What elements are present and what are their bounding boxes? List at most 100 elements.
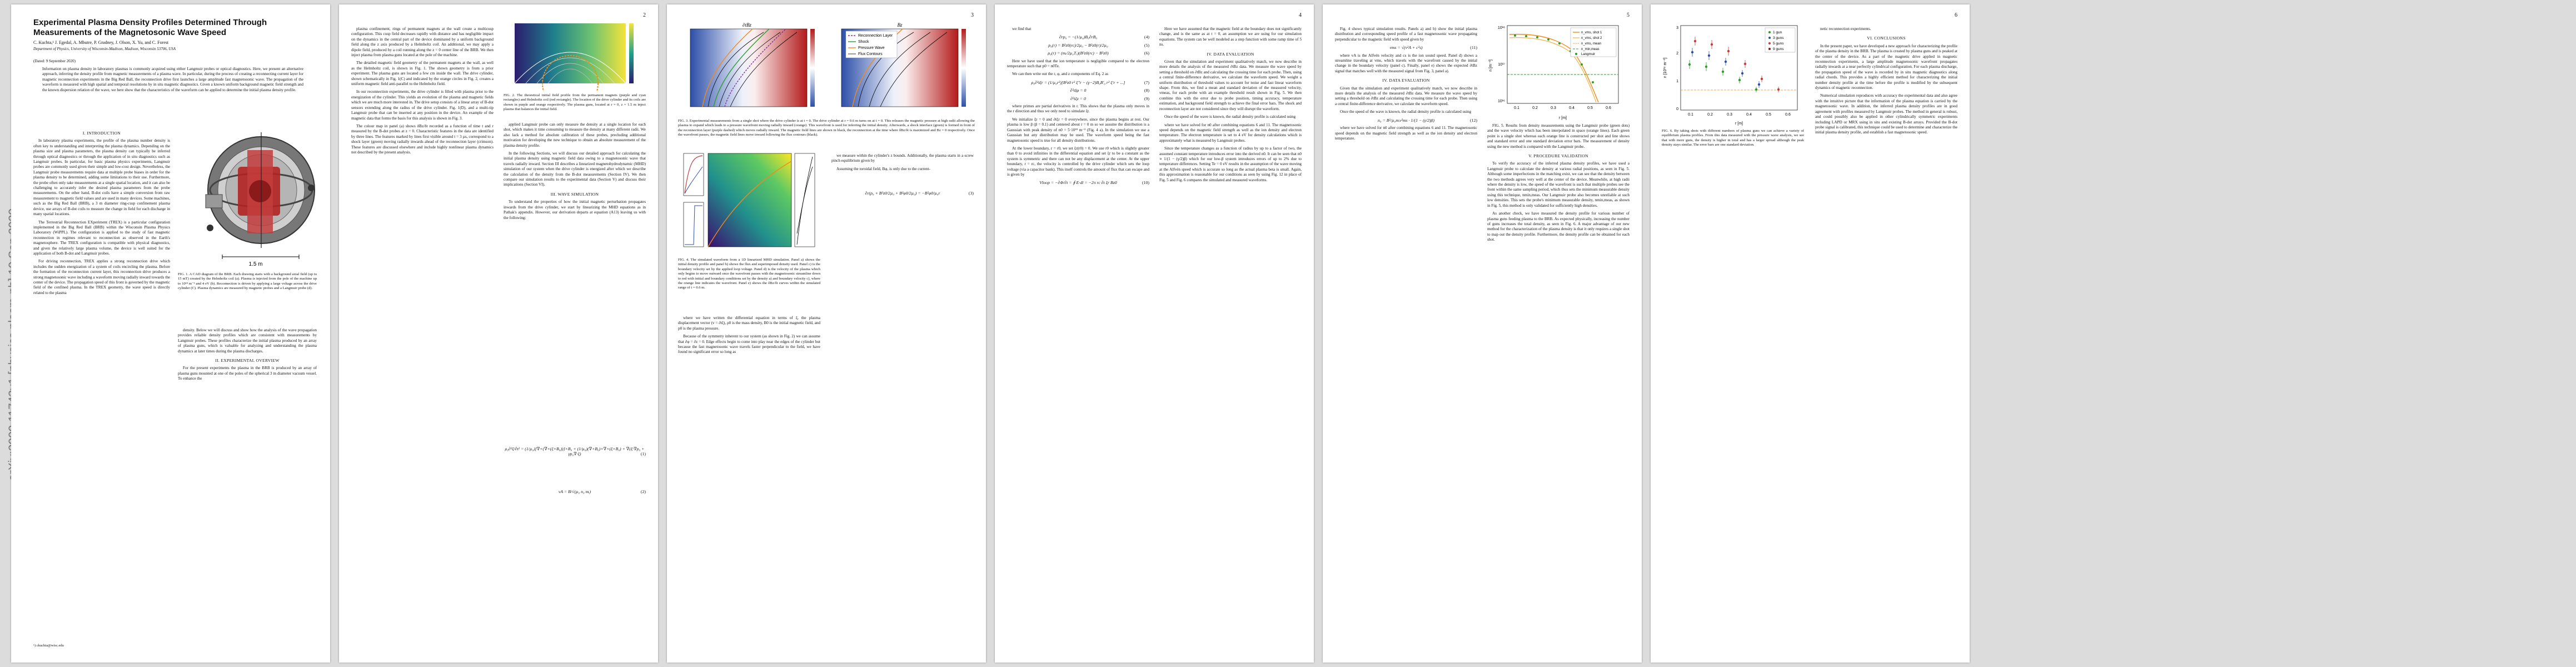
paragraph: netic reconnection experiments. bbox=[1820, 27, 1871, 31]
paper-page-3: 3 ∂tBz Bz bbox=[667, 4, 986, 663]
paragraph: In the following Sections, we will discu… bbox=[504, 151, 646, 187]
section-heading: IV. DATA EVALUATION bbox=[1207, 51, 1254, 57]
equation-1-block: ρ₀∂²ξ/∂t² = (1/µ₀)[∇×(∇×(ξ×B₀))]×B₀ + (1… bbox=[504, 444, 646, 497]
legend-entry: Langmuir bbox=[1581, 53, 1595, 56]
equation-5: p₀(r) = B²z0(rc)/2µ₀ − B²z0(r)/2µ₀ (5) bbox=[1048, 42, 1149, 48]
equation-1: ρ₀∂²ξ/∂t² = (1/µ₀)[∇×(∇×(ξ×B₀))]×B₀ + (1… bbox=[505, 446, 646, 457]
x-tick-label: 0.4 bbox=[1569, 106, 1575, 110]
paragraph: For driving reconnection, TREX applies a… bbox=[33, 259, 170, 295]
page-4-column-2: Here we have assumed that the magnetic f… bbox=[1159, 27, 1302, 186]
paragraph: In our reconnection experiments, the dri… bbox=[351, 89, 494, 121]
page-6-column-1: netic reconnection experiments. VI. CONCL… bbox=[1815, 27, 1957, 138]
paragraph: Since the temperature changes as a funct… bbox=[1159, 146, 1302, 182]
page-1-column-2: density. Below we will discuss and show … bbox=[178, 328, 317, 385]
x-axis-label: r [m] bbox=[1735, 122, 1743, 126]
y-tick-label: 10¹⁸ bbox=[1498, 26, 1505, 30]
brb-cad-diagram: 1.5 m bbox=[205, 132, 315, 267]
figure-6-caption: FIG. 6. By taking shots with different n… bbox=[1662, 129, 1804, 147]
section-heading: I. INTRODUCTION bbox=[82, 131, 121, 136]
paper-page-5: 5 Fig. 4 shows typical simulation result… bbox=[1323, 4, 1642, 663]
x-tick-label: 0.1 bbox=[1514, 106, 1519, 110]
measurement-panels: ∂tBz Bz Reconnection Layer Shock bbox=[690, 22, 966, 107]
y-axis-label: n [m⁻³] bbox=[1489, 59, 1493, 72]
x-tick-label: 0.1 bbox=[1688, 113, 1693, 117]
x-tick-label: 0.2 bbox=[1707, 113, 1713, 117]
page-number: 2 bbox=[643, 12, 646, 18]
gun-profile-plot: 1 gun 3 guns 5 guns 9 guns r [m] n [10¹⁸… bbox=[1663, 25, 1798, 126]
paragraph: Once the speed of the wave is known, the… bbox=[1164, 115, 1296, 120]
section-heading: V. PROCEDURE VALIDATION bbox=[1528, 153, 1588, 159]
page-number: 4 bbox=[1299, 12, 1302, 18]
figure-5-density-comparison: n_vms, shot 1 n_vms, shot 2 n_vms, mean … bbox=[1487, 21, 1630, 121]
page-5-column-2: FIG. 5. Results from density measurement… bbox=[1487, 123, 1630, 246]
paper-affiliation: Department of Physics, University of Wis… bbox=[33, 47, 176, 51]
paragraph: Given that the simulation and experiment… bbox=[1159, 59, 1302, 111]
equation-3-block: ∂r(p₀ + B²z0/2µ₀ + B²φ0/2µ₀) = −B²φ0/µ₀r… bbox=[831, 188, 974, 198]
paragraph: Numerical simulation reproduces with acc… bbox=[1815, 93, 1957, 135]
scale-label: 1.5 m bbox=[248, 261, 262, 267]
x-tick-label: 0.2 bbox=[1532, 106, 1538, 110]
section-heading: II. EXPERIMENTAL OVERVIEW bbox=[215, 358, 280, 364]
page-number: 3 bbox=[971, 12, 974, 18]
equation-12: n₀ = B²/µ₀mᵢv²ms · 1/(1 − (γ/2)β) (12) bbox=[1378, 117, 1477, 123]
page-3-column-2: we measure within the cylinder's z bound… bbox=[831, 153, 974, 175]
legend-entry: Shock bbox=[858, 40, 869, 44]
paragraph: To understand the properties of how the … bbox=[504, 200, 646, 220]
page-3-column-1: where we have written the differential e… bbox=[678, 316, 820, 358]
x-tick-label: 0.6 bbox=[1785, 113, 1791, 117]
section-heading: VI. CONCLUSIONS bbox=[1867, 36, 1906, 41]
simulation-panels bbox=[683, 153, 815, 247]
figure-3-measurements: ∂tBz Bz Reconnection Layer Shock bbox=[675, 21, 978, 117]
paragraph: Assuming the toroidal field, Bφ, is only… bbox=[836, 166, 931, 171]
equation-11: vms = √(v²A + c²s) (11) bbox=[1389, 45, 1477, 51]
paragraph: The colour map in panel (a) shows δBz/δt… bbox=[351, 123, 494, 155]
page-2-column-2: applied Langmuir probe can only measure … bbox=[504, 122, 646, 223]
paragraph: The Terrestrial Reconnection EXperiment … bbox=[33, 220, 170, 256]
legend-entry: 9 guns bbox=[1773, 47, 1784, 51]
field-profile-plot bbox=[514, 23, 634, 112]
page-2-column-1: plasma confinement, rings of permanent m… bbox=[351, 27, 494, 158]
figure-4-simulation bbox=[678, 150, 820, 256]
footnote: ¹) ckuchta@wisc.edu bbox=[33, 644, 64, 648]
y-axis-label: n [10¹⁸ m⁻³] bbox=[1663, 58, 1667, 78]
legend-entry: n_vms, shot 1 bbox=[1581, 31, 1602, 34]
density-comparison-plot: n_vms, shot 1 n_vms, shot 2 n_vms, mean … bbox=[1489, 25, 1619, 120]
figure-4-caption: FIG. 4. The simulated waveform from a 1D… bbox=[678, 258, 820, 290]
x-axis-label: r [m] bbox=[1559, 116, 1567, 120]
equation-3: ∂r(p₀ + B²z0/2µ₀ + B²φ0/2µ₀) = −B²φ0/µ₀r… bbox=[865, 191, 974, 196]
equation-8: ∂²tξφ = 0 (8) bbox=[1070, 88, 1149, 93]
paragraph: In the present paper, we have developed … bbox=[1815, 43, 1957, 91]
page-number: 5 bbox=[1627, 12, 1630, 18]
section-heading: III. WAVE SIMULATION bbox=[550, 191, 599, 197]
equation-7: ρ₀∂²tξr = (1/µ₀r²)[B²z0 r² ξ″r − (γ−2)B₀… bbox=[1031, 79, 1149, 85]
paper-page-1: Experimental Plasma Density Profiles Det… bbox=[11, 4, 330, 663]
legend-entry: 3 guns bbox=[1773, 36, 1784, 40]
paper-page-6: 6 bbox=[1651, 4, 1970, 663]
paragraph: FIG. 5. Results from density measurement… bbox=[1487, 123, 1630, 149]
equation-6: ρ₀(r) = (mᵢ/2µ₀Tₑ)(B²z0(rc) − B²z0) (6) bbox=[1048, 51, 1149, 56]
legend-entry: Flux Contours bbox=[858, 52, 883, 56]
paragraph: As another check, we have measured the d… bbox=[1487, 211, 1630, 242]
y-tick-label: 1 bbox=[1676, 79, 1678, 83]
paper-abstract: Information on plasma density in laborat… bbox=[42, 67, 303, 92]
y-tick-label: 2 bbox=[1676, 52, 1678, 56]
y-tick-label: 10¹⁷ bbox=[1498, 63, 1505, 67]
paper-authors: C. Kuchta,¹ J. Egedal, A. Mbutre, P. Gra… bbox=[33, 40, 169, 45]
page-5-column-1: Fig. 4 shows typical simulation results.… bbox=[1335, 27, 1477, 141]
panel-b-label: Bz bbox=[898, 22, 903, 28]
legend-entry: n_vms, shot 2 bbox=[1581, 37, 1602, 40]
x-tick-label: 0.6 bbox=[1606, 106, 1611, 110]
paragraph: Because of the symmetry inherent to our … bbox=[678, 334, 820, 355]
x-tick-label: 0.3 bbox=[1727, 113, 1732, 117]
paper-title: Experimental Plasma Density Profiles Det… bbox=[33, 18, 267, 37]
equation-10: Vloop = −∂Φ/∂t = ∮ E·dl = −2π rc ∂t ξr B… bbox=[1039, 180, 1149, 186]
legend-entry: 1 gun bbox=[1773, 31, 1782, 34]
paragraph: applied Langmuir probe can only measure … bbox=[504, 122, 646, 148]
figure-6-gun-profiles: 1 gun 3 guns 5 guns 9 guns r [m] n [10¹⁸… bbox=[1662, 21, 1804, 127]
paragraph: The detailed magnetic field geometry of … bbox=[351, 61, 494, 87]
paragraph: To verify the accuracy of the inferred p… bbox=[1487, 161, 1630, 208]
paragraph: we measure within the cylinder's z bound… bbox=[831, 153, 974, 163]
page-number: 6 bbox=[1955, 12, 1957, 18]
legend-entry: n_vms, mean bbox=[1581, 42, 1601, 46]
figure-2-field-profile bbox=[504, 21, 646, 112]
